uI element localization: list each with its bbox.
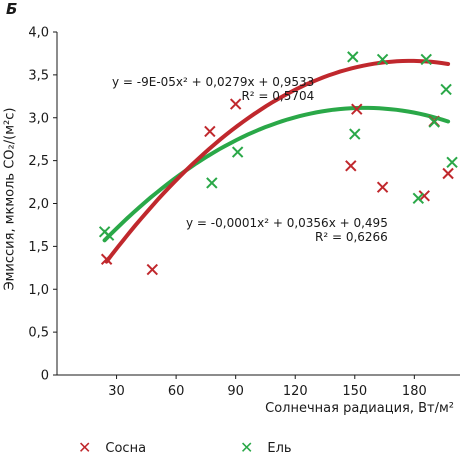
y-tick-label: 1,0: [28, 283, 49, 298]
pine-data-point: [229, 98, 242, 110]
pine-data-point: [146, 263, 158, 276]
spruce-data-point: [349, 128, 361, 140]
spruce-trend-line: [102, 105, 451, 243]
x-tick-label: 120: [283, 384, 308, 399]
y-axis-label: Эмиссия, мкмоль CO₂/(м²с): [2, 107, 18, 291]
spruce-data-point: [206, 177, 218, 189]
trend-lines: [102, 58, 451, 264]
y-tick-label: 0: [41, 369, 49, 384]
pine-trend-equation: y = -0,0001x² + 0,0356x + 0,495 R² = 0,6…: [186, 216, 388, 244]
x-tick-label: 150: [342, 384, 367, 399]
x-tick-label: 30: [108, 384, 125, 399]
spruce-r2-text: R² = 0,5704: [241, 89, 315, 103]
spruce-data-point: [102, 229, 115, 241]
chart-axes: 0 0,5 1,0 1,5 2,0 2,5 3,0 3,5 4,0 30 60 90 120 150 180: [28, 26, 460, 399]
pine-legend-label: Сосна: [105, 440, 147, 456]
legend-item-pine: ✕ Сосна: [78, 440, 146, 456]
pine-trend-line: [104, 58, 451, 264]
y-tick-label: 3,0: [28, 111, 49, 126]
pine-data-point: [351, 103, 363, 115]
pine-data-point: [418, 190, 430, 202]
spruce-legend-label: Ель: [267, 440, 292, 456]
spruce-legend-marker: ✕: [240, 438, 254, 457]
x-tick-label: 180: [402, 384, 427, 399]
y-tick-label: 2,0: [28, 197, 49, 212]
spruce-equation-text: y = -9E-05x² + 0,0279x + 0,9533: [112, 75, 315, 89]
y-tick-label: 3,5: [28, 68, 49, 83]
y-tick-label: 0,5: [28, 326, 49, 341]
y-tick-label: 4,0: [28, 26, 49, 41]
legend-item-spruce: ✕ Ель: [240, 440, 292, 456]
spruce-data-point: [440, 83, 452, 96]
x-tick-label: 60: [168, 384, 185, 399]
pine-data-point: [204, 125, 216, 138]
spruce-data-point: [231, 146, 244, 158]
spruce-data-point: [446, 156, 458, 169]
spruce-data-point: [376, 53, 389, 66]
panel-letter: Б: [6, 0, 18, 18]
pine-equation-text: y = -0,0001x² + 0,0356x + 0,495: [186, 216, 388, 230]
spruce-data-point: [347, 51, 359, 63]
pine-data-point: [345, 160, 357, 172]
pine-data-point: [442, 167, 454, 180]
spruce-data-point: [412, 192, 425, 205]
pine-r2-text: R² = 0,6266: [315, 230, 388, 244]
x-axis-label: Солнечная радиация, Вт/м²: [265, 401, 454, 416]
spruce-data-point: [420, 53, 432, 66]
y-tick-label: 2,5: [28, 154, 49, 169]
pine-legend-marker: ✕: [78, 438, 92, 457]
pine-data-point: [376, 181, 389, 193]
data-markers: [98, 51, 458, 276]
spruce-data-point: [428, 116, 440, 128]
pine-data-point: [100, 253, 113, 265]
y-tick-label: 1,5: [28, 240, 49, 255]
spruce-trend-equation: y = -9E-05x² + 0,0279x + 0,9533 R² = 0,5…: [112, 75, 314, 103]
x-tick-label: 90: [227, 384, 244, 399]
